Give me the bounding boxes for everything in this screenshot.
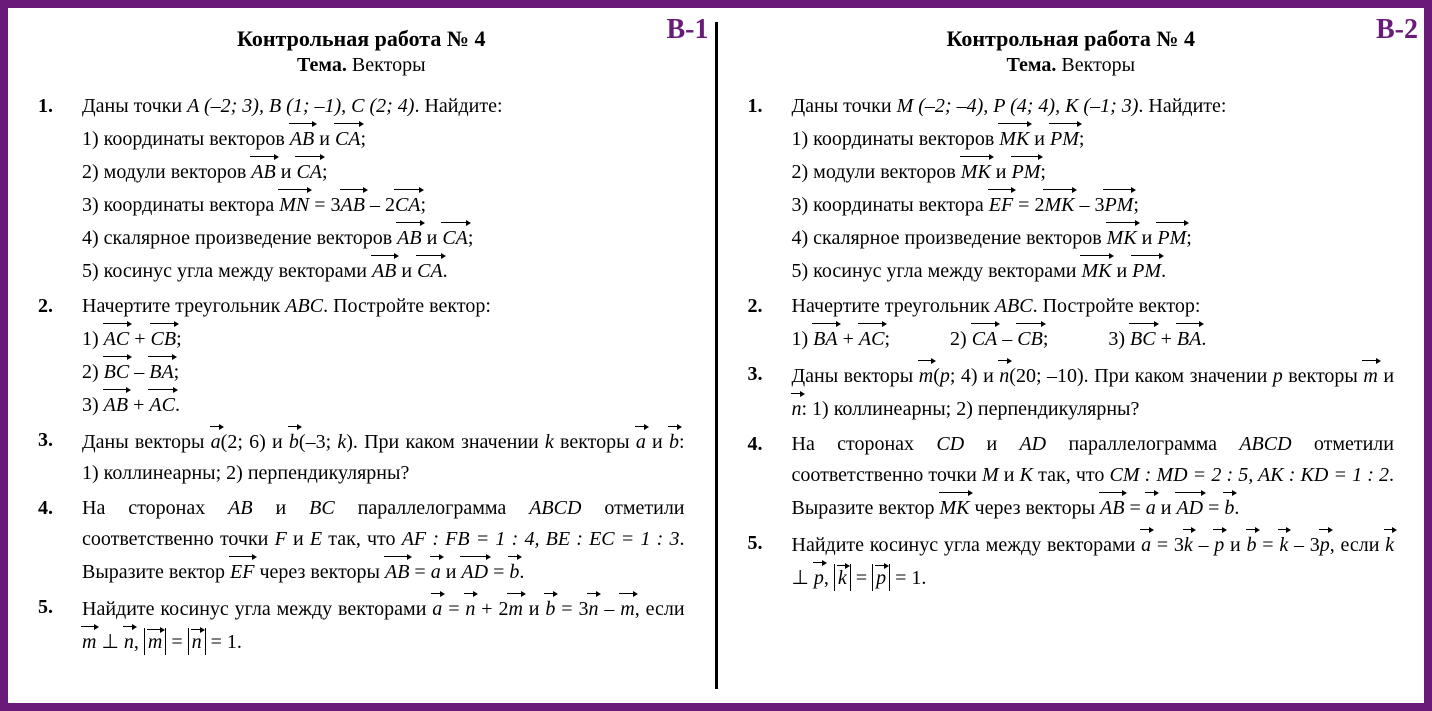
problem-4: На сторонах AB и BC параллелограмма ABCD… (38, 493, 685, 588)
header: Контрольная работа № 4 Тема. Векторы (38, 26, 685, 77)
problem-3: Даны векторы a(2; 6) и b(–3; k). При как… (38, 425, 685, 489)
problem-3: Даны векторы m(p; 4) и n(20; –10). При к… (748, 359, 1395, 425)
problems-list: Даны точки A (–2; 3), B (1; –1), C (2; 4… (38, 91, 685, 658)
problem-5: Найдите косинус угла между векторами a =… (38, 592, 685, 658)
subtitle: Тема. Векторы (748, 54, 1395, 77)
subtitle: Тема. Векторы (38, 54, 685, 77)
problem-2: Начертите треугольник ABC. Постройте век… (748, 291, 1395, 355)
problem-2: Начертите треугольник ABC. Постройте век… (38, 291, 685, 421)
sub-4: 4) скалярное произведение векторов MK и … (792, 221, 1395, 254)
problem-5: Найдите косинус угла между векторами a =… (748, 528, 1395, 594)
sub-3: 3) AB + AC. (82, 388, 685, 421)
variant-2-column: В-2 Контрольная работа № 4 Тема. Векторы… (718, 8, 1425, 703)
sub-inline: 1) BA + AC; 2) CA – CB; 3) BC + BA. (792, 322, 1395, 355)
header: Контрольная работа № 4 Тема. Векторы (748, 26, 1395, 77)
sub-3: 3) координаты вектора MN = 3AB – 2CA; (82, 188, 685, 221)
title: Контрольная работа № 4 (38, 26, 685, 52)
title: Контрольная работа № 4 (748, 26, 1395, 52)
worksheet-page: В-1 Контрольная работа № 4 Тема. Векторы… (8, 8, 1424, 703)
problem-4: На сторонах CD и AD параллелограмма ABCD… (748, 429, 1395, 524)
sub-5: 5) косинус угла между векторами AB и CA. (82, 254, 685, 287)
sub-2: 2) модули векторов MK и PM; (792, 155, 1395, 188)
sub-4: 4) скалярное произведение векторов AB и … (82, 221, 685, 254)
sub-2: 2) BC – BA; (82, 355, 685, 388)
problems-list: Даны точки M (–2; –4), P (4; 4), K (–1; … (748, 91, 1395, 594)
sub-5: 5) косинус угла между векторами MK и PM. (792, 254, 1395, 287)
sub-1: 1) координаты векторов MK и PM; (792, 122, 1395, 155)
problem-1: Даны точки A (–2; 3), B (1; –1), C (2; 4… (38, 91, 685, 287)
sub-3: 3) координаты вектора EF = 2MK – 3PM; (792, 188, 1395, 221)
problem-1: Даны точки M (–2; –4), P (4; 4), K (–1; … (748, 91, 1395, 287)
sub-2: 2) модули векторов AB и CA; (82, 155, 685, 188)
sub-1: 1) AC + CB; (82, 322, 685, 355)
variant-1-column: В-1 Контрольная работа № 4 Тема. Векторы… (8, 8, 715, 703)
sub-1: 1) координаты векторов AB и CA; (82, 122, 685, 155)
